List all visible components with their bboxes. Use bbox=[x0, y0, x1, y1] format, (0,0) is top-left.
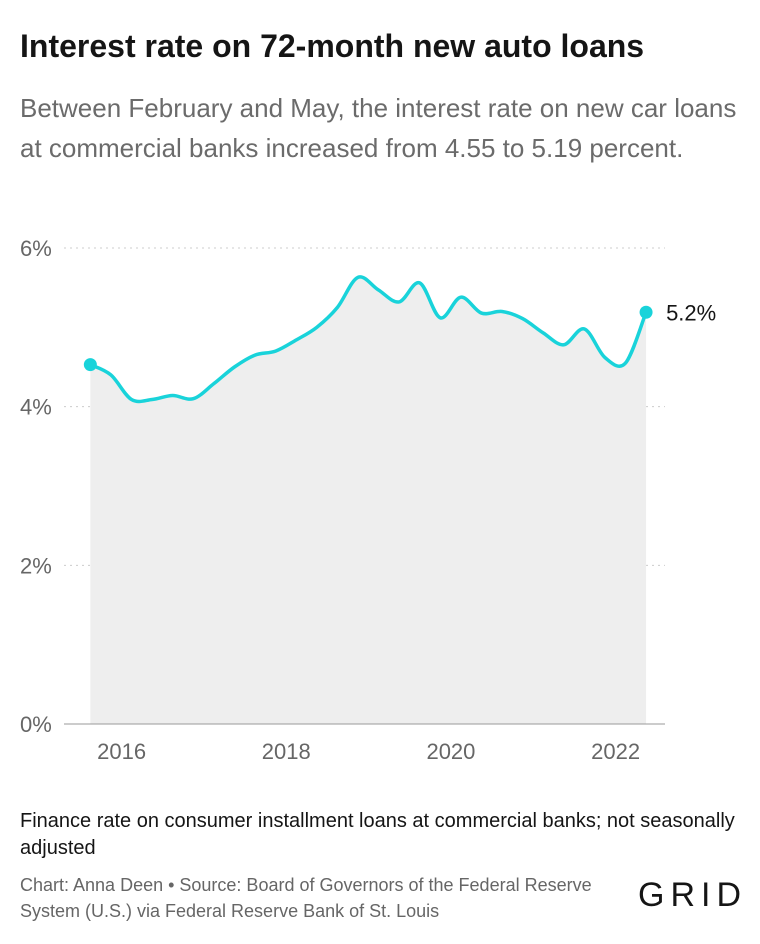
y-tick-label: 2% bbox=[20, 553, 52, 578]
y-tick-label: 6% bbox=[20, 236, 52, 261]
grid-logo: GRID bbox=[638, 876, 747, 914]
x-tick-label: 2020 bbox=[426, 739, 475, 764]
chart-credit: Chart: Anna Deen • Source: Board of Gove… bbox=[20, 875, 592, 921]
area-fill bbox=[90, 276, 647, 724]
x-tick-label: 2018 bbox=[262, 739, 311, 764]
chart-subtitle: Between February and May, the interest r… bbox=[20, 93, 737, 163]
x-tick-label: 2022 bbox=[591, 739, 640, 764]
chart-note: Finance rate on consumer installment loa… bbox=[20, 810, 735, 859]
area-layer bbox=[64, 276, 665, 725]
label-layer: 5.2% bbox=[666, 300, 716, 325]
start-point bbox=[83, 358, 97, 372]
chart-title: Interest rate on 72-month new auto loans bbox=[20, 28, 645, 64]
series-line bbox=[88, 275, 648, 404]
line-layer bbox=[83, 275, 653, 404]
x-tick-label: 2016 bbox=[97, 739, 146, 764]
y-tick-label: 0% bbox=[20, 712, 52, 737]
y-tick-label: 4% bbox=[20, 395, 52, 420]
end-point bbox=[639, 305, 653, 319]
end-value-label: 5.2% bbox=[666, 300, 716, 325]
chart-area: 6% 4% 2% 0% 2016 2018 2020 2022 5.2% bbox=[20, 236, 716, 764]
